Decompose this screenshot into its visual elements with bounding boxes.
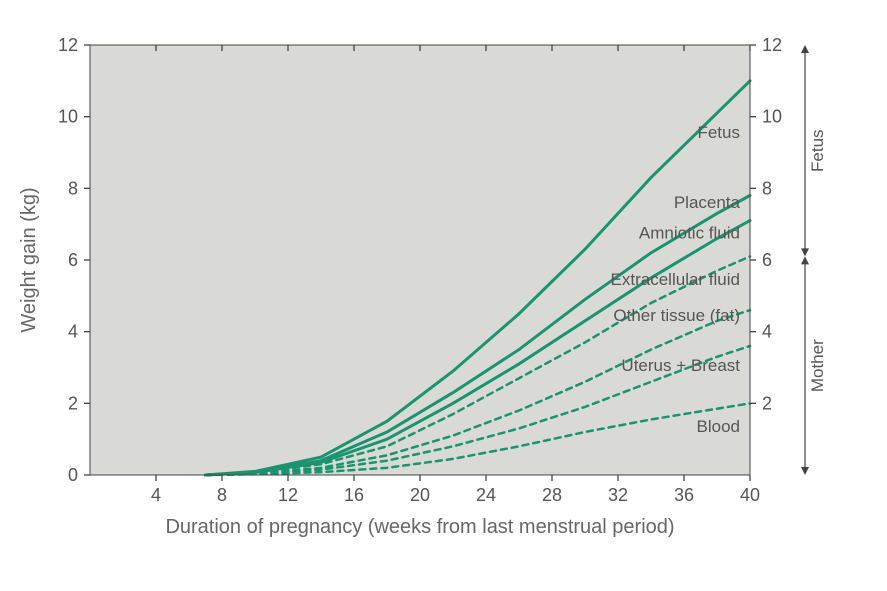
x-tick-label: 36 [674,485,694,505]
x-tick-label: 4 [151,485,161,505]
y-tick-label-left: 8 [68,178,78,198]
x-tick-label: 20 [410,485,430,505]
x-axis-label: Duration of pregnancy (weeks from last m… [165,516,674,538]
y-tick-label-right: 10 [762,107,782,127]
series-label: Uterus + Breast [621,356,740,375]
series-label: Blood [697,417,740,436]
x-tick-label: 16 [344,485,364,505]
x-tick-label: 32 [608,485,628,505]
series-label: Placenta [674,193,741,212]
pregnancy-weight-gain-chart: 48121620242832364002468101224681012Fetus… [0,0,887,591]
x-tick-label: 12 [278,485,298,505]
series-label: Extracellular fluid [611,270,740,289]
plot-background [90,45,750,475]
x-tick-label: 40 [740,485,760,505]
y-tick-label-right: 6 [762,250,772,270]
bracket-label-fetus: Fetus [808,129,827,172]
series-label: Other tissue (fat) [613,306,740,325]
y-tick-label-left: 2 [68,393,78,413]
x-tick-label: 28 [542,485,562,505]
y-tick-label-left: 0 [68,465,78,485]
y-tick-label-right: 4 [762,322,772,342]
y-tick-label-right: 12 [762,35,782,55]
y-tick-label-right: 2 [762,393,772,413]
x-tick-label: 24 [476,485,496,505]
y-tick-label-left: 6 [68,250,78,270]
y-tick-label-right: 8 [762,178,772,198]
series-label: Fetus [697,123,740,142]
y-tick-label-left: 12 [58,35,78,55]
series-label: Amniotic fluid [639,224,740,243]
x-tick-label: 8 [217,485,227,505]
bracket-label-mother: Mother [808,339,827,392]
y-tick-label-left: 4 [68,322,78,342]
y-tick-label-left: 10 [58,107,78,127]
y-axis-label: Weight gain (kg) [18,187,40,332]
